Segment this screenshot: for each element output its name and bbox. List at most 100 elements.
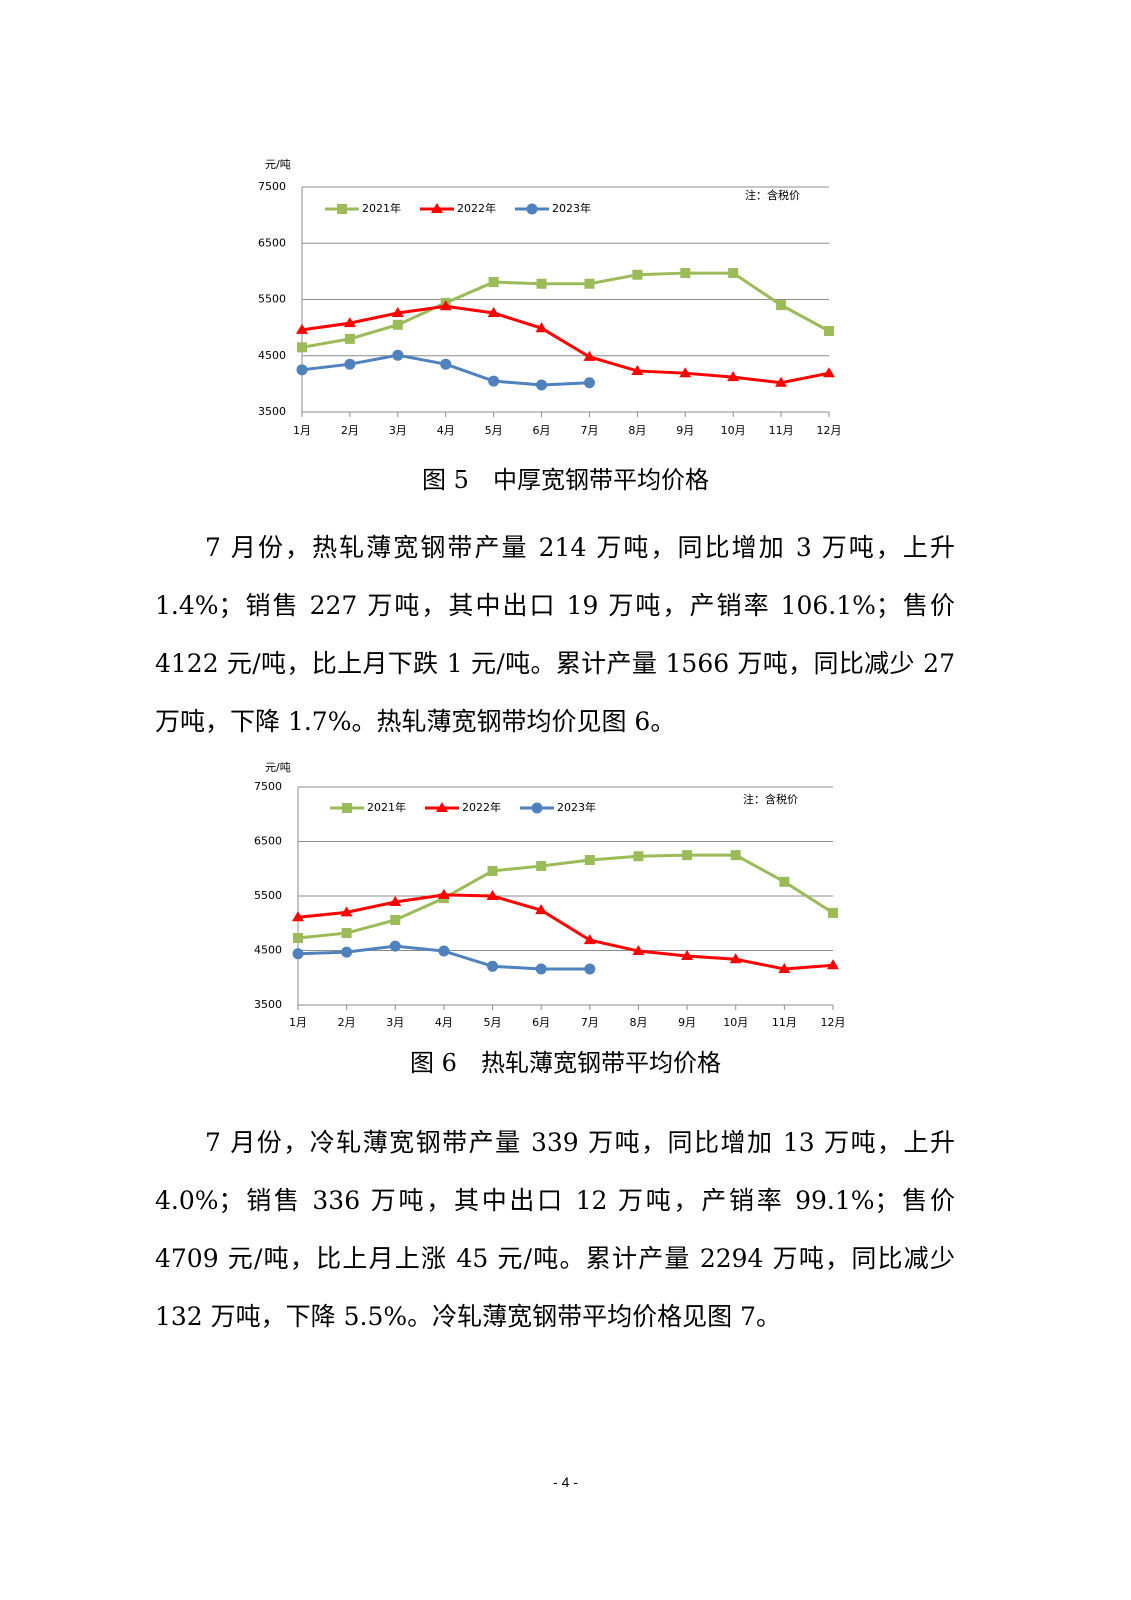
marker — [535, 322, 548, 333]
marker — [438, 945, 450, 957]
marker — [439, 300, 452, 311]
y-tick-label: 7500 — [258, 180, 286, 193]
x-tick-label: 9月 — [678, 1016, 696, 1029]
marker — [584, 855, 595, 866]
marker — [391, 307, 404, 317]
x-tick-label: 7月 — [580, 424, 598, 437]
caption: 图 5 中厚宽钢带平均价格 — [422, 466, 709, 494]
caption: 图 6 热轧薄宽钢带平均价格 — [410, 1049, 721, 1077]
y-tick-label: 5500 — [258, 293, 286, 306]
marker — [392, 319, 403, 330]
marker — [297, 342, 307, 353]
marker — [584, 963, 596, 975]
marker — [583, 934, 596, 945]
x-tick-label: 1月 — [289, 1016, 307, 1029]
marker — [536, 278, 547, 289]
y-tick-label: 3500 — [258, 405, 286, 418]
marker — [632, 269, 643, 280]
marker — [526, 203, 538, 215]
chart: 3500 4500 5500 6500 7500 1月 2月 3月 4月 5月 6月 7月 8月 9月 10… — [254, 761, 846, 1029]
marker — [343, 317, 356, 328]
y-tick-label: 3500 — [254, 998, 282, 1011]
marker — [392, 349, 404, 361]
marker — [340, 906, 353, 917]
legend-label: 2023年 — [552, 201, 591, 215]
x-tick-label: 6月 — [532, 1016, 550, 1029]
y-tick-label: 5500 — [254, 889, 282, 902]
marker — [680, 268, 691, 279]
marker — [341, 946, 353, 958]
x-tick-label: 5月 — [485, 424, 503, 437]
series-line — [301, 271, 830, 349]
marker — [344, 358, 356, 370]
paragraph: 7 月份，热轧薄宽钢带产量 214 万吨，同比增加 3 万吨，上升 1.4%；销… — [155, 533, 955, 736]
y-tick-label: 4500 — [258, 349, 286, 362]
marker — [488, 375, 500, 387]
marker — [536, 861, 547, 872]
marker — [729, 953, 742, 964]
x-tick-label: 10月 — [721, 424, 746, 437]
x-tick-label: 4月 — [435, 1016, 453, 1029]
y-tick-label: 6500 — [258, 236, 286, 249]
y-axis-label: 元/吨 — [265, 761, 291, 774]
marker — [440, 358, 452, 370]
marker — [828, 907, 838, 918]
marker — [730, 850, 741, 861]
marker — [488, 277, 499, 288]
marker — [633, 851, 644, 862]
x-tick-label: 10月 — [723, 1016, 748, 1029]
marker — [824, 326, 834, 336]
paragraph: 7 月份，冷轧薄宽钢带产量 339 万吨，同比增加 13 万吨，上升 4.0%；… — [155, 1128, 955, 1331]
marker — [390, 914, 401, 925]
marker — [779, 876, 790, 887]
x-tick-label: 12月 — [817, 424, 842, 437]
note: 注：含税价 — [743, 792, 798, 806]
note: 注：含税价 — [745, 188, 800, 202]
marker — [487, 960, 499, 972]
y-axis-label: 元/吨 — [265, 158, 291, 171]
marker — [827, 959, 839, 970]
marker — [344, 333, 355, 344]
x-tick-label: 7月 — [581, 1016, 599, 1029]
marker — [681, 949, 694, 960]
x-tick-label: 5月 — [484, 1016, 502, 1029]
x-tick-label: 4月 — [437, 424, 455, 437]
marker — [389, 940, 401, 952]
marker — [296, 364, 308, 376]
x-tick-label: 12月 — [821, 1016, 846, 1029]
x-tick-label: 3月 — [389, 424, 407, 437]
x-tick-label: 8月 — [628, 424, 646, 437]
marker — [536, 379, 548, 391]
x-tick-label: 11月 — [769, 424, 794, 437]
marker — [583, 350, 596, 361]
marker — [531, 802, 543, 814]
y-tick-label: 7500 — [254, 780, 282, 793]
marker — [778, 963, 791, 974]
series-line — [297, 893, 834, 971]
marker — [431, 203, 443, 213]
marker — [776, 300, 787, 311]
x-tick-label: 9月 — [676, 424, 694, 437]
marker — [535, 963, 547, 975]
x-tick-label: 8月 — [629, 1016, 647, 1029]
marker — [341, 928, 352, 939]
marker — [535, 904, 548, 915]
marker — [342, 803, 352, 813]
series-line — [297, 853, 834, 940]
legend-label: 2021年 — [367, 800, 406, 814]
y-tick-label: 4500 — [254, 944, 282, 957]
marker — [682, 850, 693, 861]
marker — [486, 890, 499, 900]
marker — [292, 948, 304, 960]
marker — [823, 367, 835, 378]
marker — [436, 802, 448, 812]
chart: 3500 4500 5500 6500 7500 1月 2月 3月 4月 5月 6月 7月 8月 9月 10… — [258, 158, 842, 437]
y-tick-label: 6500 — [254, 835, 282, 848]
marker — [292, 911, 304, 922]
legend-label: 2022年 — [457, 201, 496, 215]
marker — [631, 364, 644, 375]
x-tick-label: 3月 — [386, 1016, 404, 1029]
marker — [437, 888, 450, 899]
marker — [337, 204, 347, 214]
x-tick-label: 6月 — [533, 424, 551, 437]
